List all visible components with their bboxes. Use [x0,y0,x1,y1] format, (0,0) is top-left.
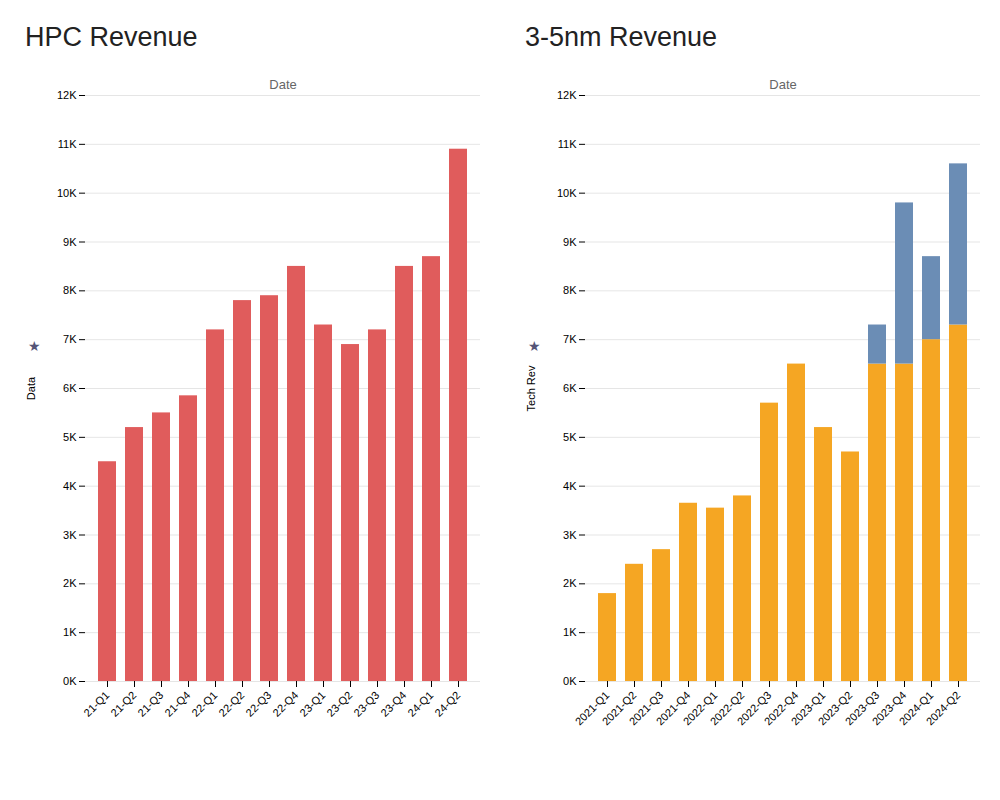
svg-text:23-Q3: 23-Q3 [351,689,381,719]
svg-text:21-Q1: 21-Q1 [81,689,111,719]
svg-text:2022-Q4: 2022-Q4 [761,688,801,728]
svg-text:22-Q3: 22-Q3 [243,689,273,719]
svg-text:0K: 0K [63,675,77,687]
svg-text:2021-Q3: 2021-Q3 [626,688,666,728]
svg-text:22-Q2: 22-Q2 [216,689,246,719]
svg-text:24-Q2: 24-Q2 [432,689,462,719]
svg-text:11K: 11K [58,138,77,150]
svg-text:12K: 12K [557,89,577,101]
svg-text:22-Q1: 22-Q1 [189,689,219,719]
svg-text:10K: 10K [57,187,77,199]
svg-text:21-Q3: 21-Q3 [135,689,165,719]
svg-text:2022-Q1: 2022-Q1 [680,688,720,728]
svg-text:1K: 1K [63,626,77,638]
svg-text:23-Q1: 23-Q1 [297,689,327,719]
svg-text:3K: 3K [563,529,577,541]
svg-text:5K: 5K [563,431,577,443]
svg-text:2K: 2K [563,577,577,589]
svg-text:21-Q4: 21-Q4 [162,689,192,719]
svg-text:23-Q2: 23-Q2 [324,689,354,719]
svg-text:2021-Q4: 2021-Q4 [653,688,693,728]
svg-text:23-Q4: 23-Q4 [378,689,408,719]
svg-text:4K: 4K [63,480,77,492]
svg-text:6K: 6K [563,382,577,394]
svg-text:3K: 3K [63,529,77,541]
svg-text:1K: 1K [563,626,577,638]
svg-text:9K: 9K [563,236,577,248]
svg-text:2022-Q2: 2022-Q2 [707,688,747,728]
svg-text:2024-Q2: 2024-Q2 [924,689,963,728]
svg-text:2024-Q1: 2024-Q1 [896,688,936,728]
svg-text:2K: 2K [63,577,77,589]
svg-text:Tech Rev: Tech Rev [525,365,537,411]
svg-text:2023-Q4: 2023-Q4 [869,688,909,728]
svg-text:11K: 11K [558,138,577,150]
svg-text:Date: Date [269,77,296,92]
svg-text:2023-Q3: 2023-Q3 [842,688,882,728]
svg-text:24-Q1: 24-Q1 [405,689,435,719]
svg-text:2023-Q2: 2023-Q2 [815,688,855,728]
html-text:HPC Revenue: HPC Revenue [25,22,198,52]
svg-text:7K: 7K [563,333,577,345]
svg-text:2023-Q1: 2023-Q1 [788,688,828,728]
svg-text:8K: 8K [63,284,77,296]
svg-text:2022-Q3: 2022-Q3 [734,688,774,728]
svg-text:5K: 5K [63,431,77,443]
svg-text:0K: 0K [563,675,577,687]
svg-text:6K: 6K [63,382,77,394]
svg-text:4K: 4K [563,480,577,492]
html-text:3-5nm Revenue: 3-5nm Revenue [525,22,718,52]
svg-text:★: ★ [528,338,541,354]
svg-text:21-Q2: 21-Q2 [108,689,138,719]
svg-text:Data: Data [25,376,37,400]
svg-text:10K: 10K [557,187,577,199]
svg-text:★: ★ [28,338,41,354]
svg-text:9K: 9K [63,236,77,248]
svg-text:2021-Q2: 2021-Q2 [599,688,639,728]
svg-text:2021-Q1: 2021-Q1 [572,688,612,728]
svg-text:8K: 8K [563,284,577,296]
svg-text:22-Q4: 22-Q4 [270,689,300,719]
svg-text:12K: 12K [57,89,77,101]
svg-text:Date: Date [769,77,796,92]
svg-text:7K: 7K [63,333,77,345]
